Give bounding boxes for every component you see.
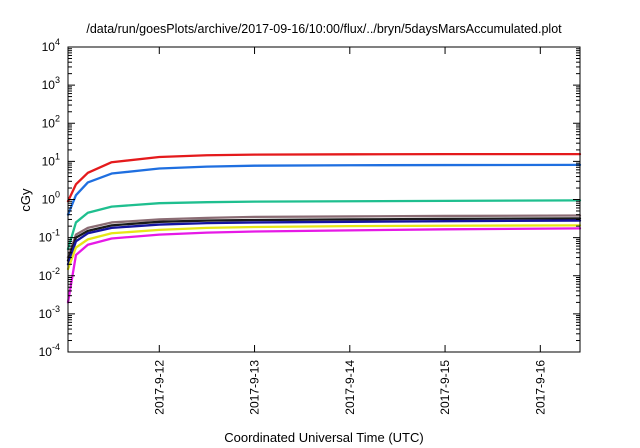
axis-layer: 10-4 10-3 10-2 10-1 100 101 102 103 104 2017-9-12…: [39, 37, 581, 415]
series-line-1: [66, 152, 582, 203]
y-axis-label: cGy: [18, 188, 33, 212]
x-tick-label: 2017-9-16: [533, 360, 547, 415]
y-tick-label: 10-3: [39, 304, 60, 321]
series-line-3: [66, 199, 582, 251]
y-tick-label: 103: [42, 75, 60, 92]
series-line-7: [66, 224, 582, 271]
series-line-6: [66, 219, 582, 266]
y-tick-label: 10-1: [39, 228, 60, 245]
y-tick-label: 10-4: [39, 342, 60, 359]
series-line-4: [66, 214, 582, 259]
y-tick-label: 10-2: [39, 266, 60, 283]
x-axis-label: Coordinated Universal Time (UTC): [224, 430, 423, 445]
chart-title: /data/run/goesPlots/archive/2017-09-16/1…: [86, 22, 562, 36]
x-tick-label: 2017-9-14: [343, 360, 357, 415]
x-tick-label: 2017-9-12: [152, 360, 166, 415]
y-tick-label: 104: [42, 37, 60, 54]
y-tick-label: 100: [42, 190, 60, 207]
y-tick-label: 101: [42, 151, 60, 168]
series-line-2: [66, 163, 582, 216]
x-tick-label: 2017-9-13: [248, 360, 262, 415]
series-line-5: [66, 217, 582, 262]
series-line-8: [66, 227, 582, 304]
plot-frame: [67, 46, 581, 353]
x-tick-label: 2017-9-15: [438, 360, 452, 415]
y-tick-label: 102: [42, 113, 60, 130]
series-layer: [66, 152, 582, 304]
